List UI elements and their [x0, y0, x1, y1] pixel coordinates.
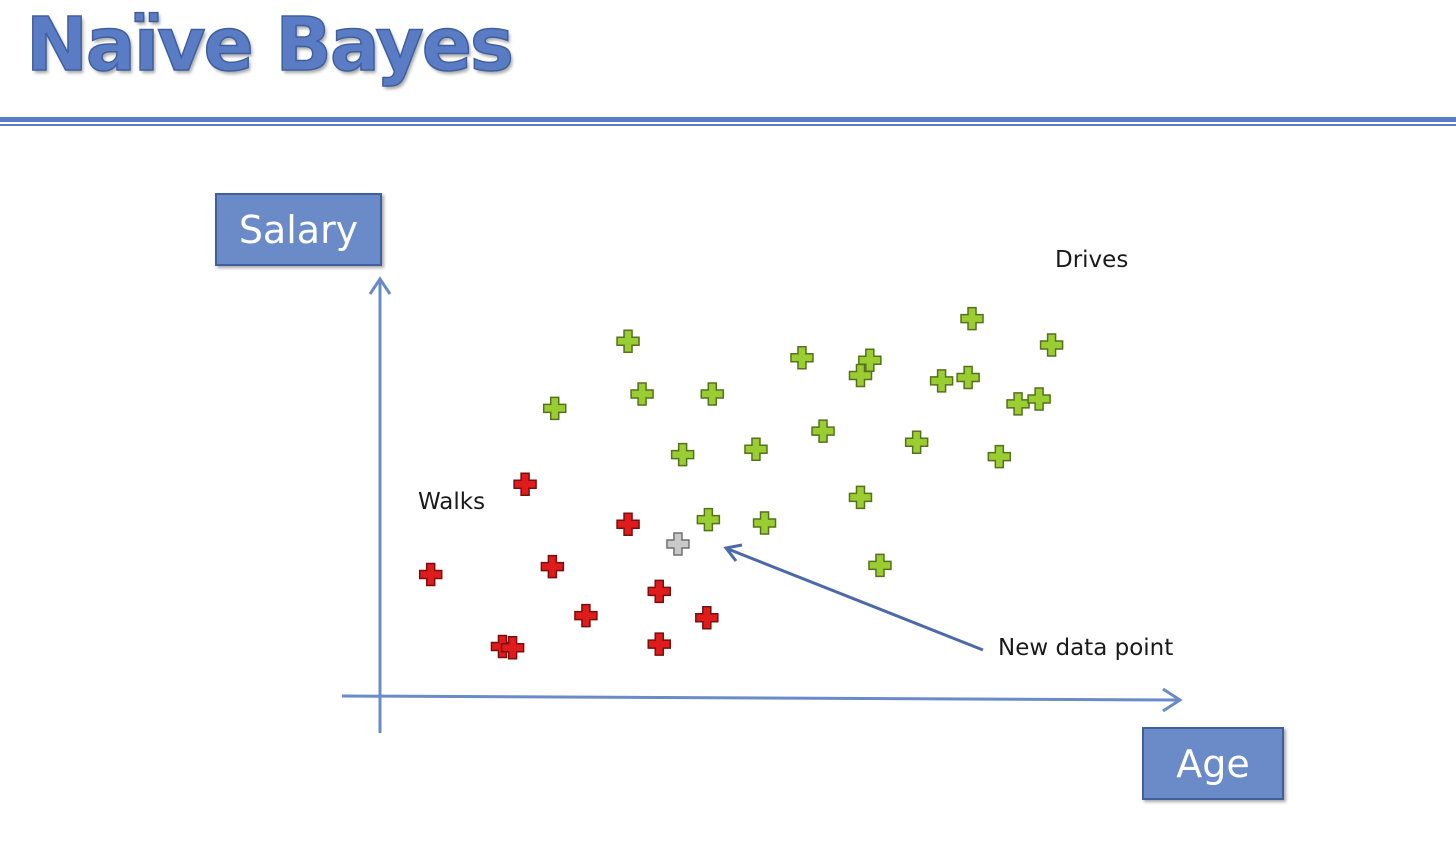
walks-point [616, 512, 640, 536]
drives-point [960, 306, 984, 331]
drives-point [848, 485, 873, 510]
drives-label: Drives [1055, 247, 1128, 273]
drives-point [987, 444, 1012, 469]
title-divider-thin [0, 124, 1456, 126]
walks-point [574, 603, 598, 628]
drives-point [929, 369, 954, 393]
drives-point [630, 382, 654, 406]
y-axis-label: Salary [215, 193, 382, 266]
new-point-arrowhead [723, 543, 743, 562]
x-axis-label: Age [1142, 727, 1284, 800]
drives-point [744, 437, 768, 461]
drives-point [1027, 387, 1051, 411]
drives-point [904, 430, 929, 454]
new-data-point [666, 532, 690, 556]
drives-point [858, 348, 882, 372]
drives-point [868, 553, 892, 578]
drives-point [542, 396, 567, 421]
walks-point [647, 632, 671, 656]
page-title: Naïve Bayes [25, 2, 514, 88]
drives-point [696, 507, 721, 532]
title-divider [0, 117, 1456, 122]
walks-point [513, 472, 537, 496]
drives-point [811, 419, 835, 443]
drives-point [616, 329, 640, 354]
walks-point [647, 579, 671, 604]
drives-point [848, 363, 873, 388]
x-axis-arrowhead [1162, 687, 1183, 713]
drives-point [752, 511, 777, 535]
walks-point [418, 562, 443, 587]
walks-point [500, 636, 525, 660]
drives-point [700, 382, 725, 406]
new-point-label: New data point [998, 635, 1173, 661]
drives-point [790, 345, 814, 370]
walks-point [695, 605, 719, 630]
new-point-arrow [727, 547, 984, 652]
drives-point [1006, 392, 1030, 416]
drives-point [1039, 333, 1064, 357]
drives-point [956, 365, 980, 390]
walks-point [540, 554, 565, 579]
walks-label: Walks [418, 489, 485, 515]
y-axis-arrowhead [368, 276, 392, 295]
x-axis [341, 694, 1179, 702]
points-layer [418, 306, 1064, 660]
drives-point [670, 442, 695, 467]
